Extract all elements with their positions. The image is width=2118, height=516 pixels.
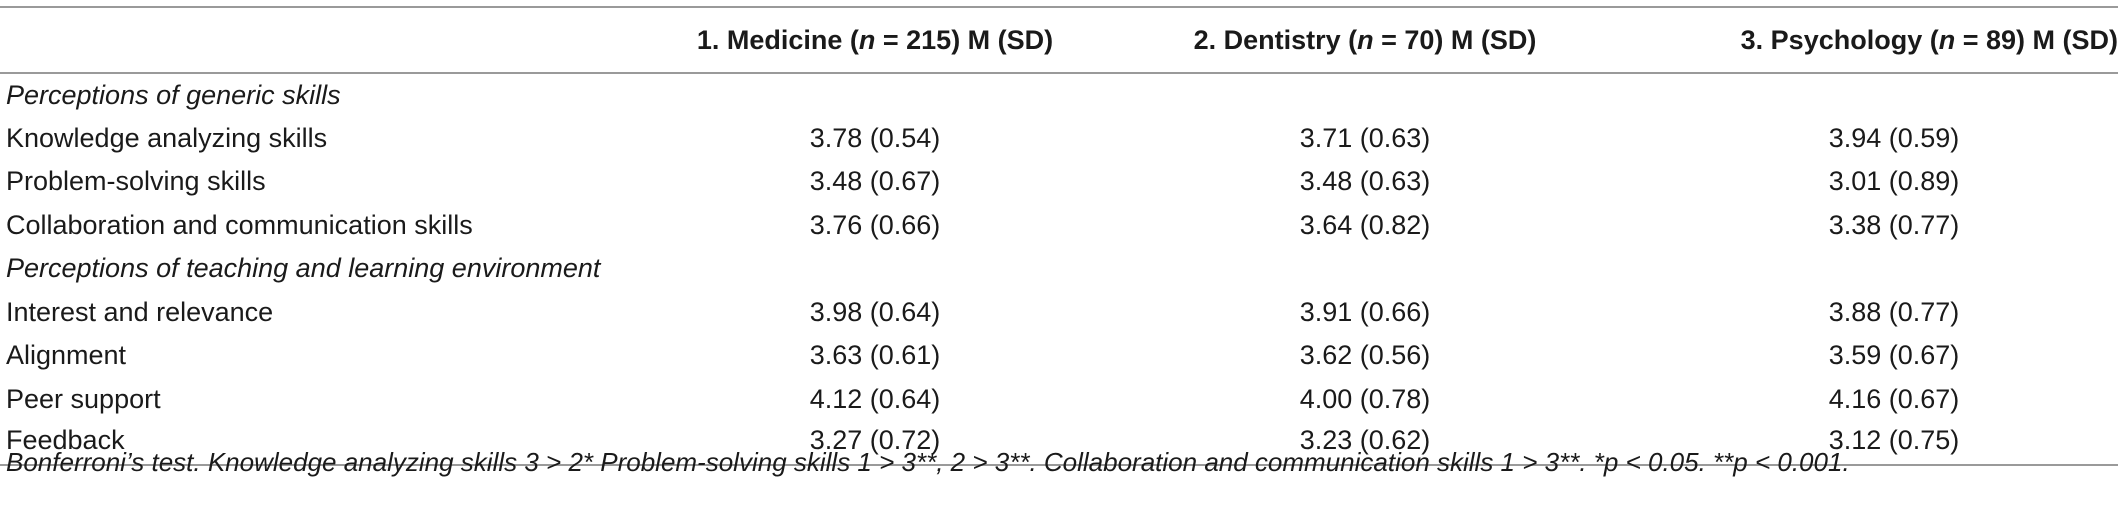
table-row: Interest and relevance 3.98 (0.64) 3.91 … [0,291,2118,335]
table-row: Collaboration and communication skills 3… [0,204,2118,248]
psychology-value: 3.88 (0.77) [1828,296,1960,327]
header-dentistry: 2. Dentistry (n = 70) M (SD) [1120,6,1610,74]
dentistry-value: 3.62 (0.56) [1299,340,1431,371]
row-label: Feedback [0,421,630,466]
table-row: Knowledge analyzing skills 3.78 (0.54) 3… [0,117,2118,161]
medicine-value: 3.76 (0.66) [809,209,941,240]
row-label: Alignment [6,340,127,371]
results-table: 1. Medicine (n = 215) M (SD) 2. Dentistr… [0,6,2118,466]
psychology-value: 3.01 (0.89) [1828,166,1960,197]
section-title: Perceptions of teaching and learning env… [6,253,601,284]
header-medicine: 1. Medicine (n = 215) M (SD) [630,6,1120,74]
dentistry-value: 3.23 (0.62) [1120,421,1610,466]
header-psychology: 3. Psychology (n = 89) M (SD) [1610,6,2118,74]
table-row: Peer support 4.12 (0.64) 4.00 (0.78) 4.1… [0,378,2118,422]
psychology-value: 3.38 (0.77) [1828,209,1960,240]
medicine-value: 3.78 (0.54) [809,122,941,153]
medicine-value: 3.98 (0.64) [809,296,941,327]
psychology-value: 3.59 (0.67) [1828,340,1960,371]
medicine-value: 3.48 (0.67) [809,166,941,197]
row-label: Collaboration and communication skills [6,209,473,240]
table-footnote: Bonferroni’s test. Knowledge analyzing s… [6,447,1850,477]
dentistry-value: 4.00 (0.78) [1299,383,1431,414]
dentistry-value: 3.48 (0.63) [1299,166,1431,197]
section-row-generic-skills: Perceptions of generic skills [0,73,2118,117]
section-row-teaching-environment: Perceptions of teaching and learning env… [0,247,2118,291]
dentistry-value: 3.91 (0.66) [1299,296,1431,327]
dentistry-value: 3.64 (0.82) [1299,209,1431,240]
medicine-value: 3.63 (0.61) [809,340,941,371]
section-title: Perceptions of generic skills [6,79,341,110]
row-label: Peer support [6,383,161,414]
table-row: Alignment 3.63 (0.61) 3.62 (0.56) 3.59 (… [0,334,2118,378]
table-row: Problem-solving skills 3.48 (0.67) 3.48 … [0,160,2118,204]
row-label: Problem-solving skills [6,166,266,197]
dentistry-value: 3.71 (0.63) [1299,122,1431,153]
header-row: 1. Medicine (n = 215) M (SD) 2. Dentistr… [0,6,2118,74]
psychology-value: 4.16 (0.67) [1828,383,1960,414]
header-empty [0,6,630,74]
psychology-value: 3.12 (0.75) [1610,421,2118,466]
table-row: Feedback 3.27 (0.72) 3.23 (0.62) 3.12 (0… [0,421,2118,466]
row-label: Knowledge analyzing skills [6,122,328,153]
psychology-value: 3.94 (0.59) [1828,122,1960,153]
medicine-value: 4.12 (0.64) [809,383,941,414]
medicine-value: 3.27 (0.72) [630,421,1120,466]
row-label: Interest and relevance [6,296,274,327]
